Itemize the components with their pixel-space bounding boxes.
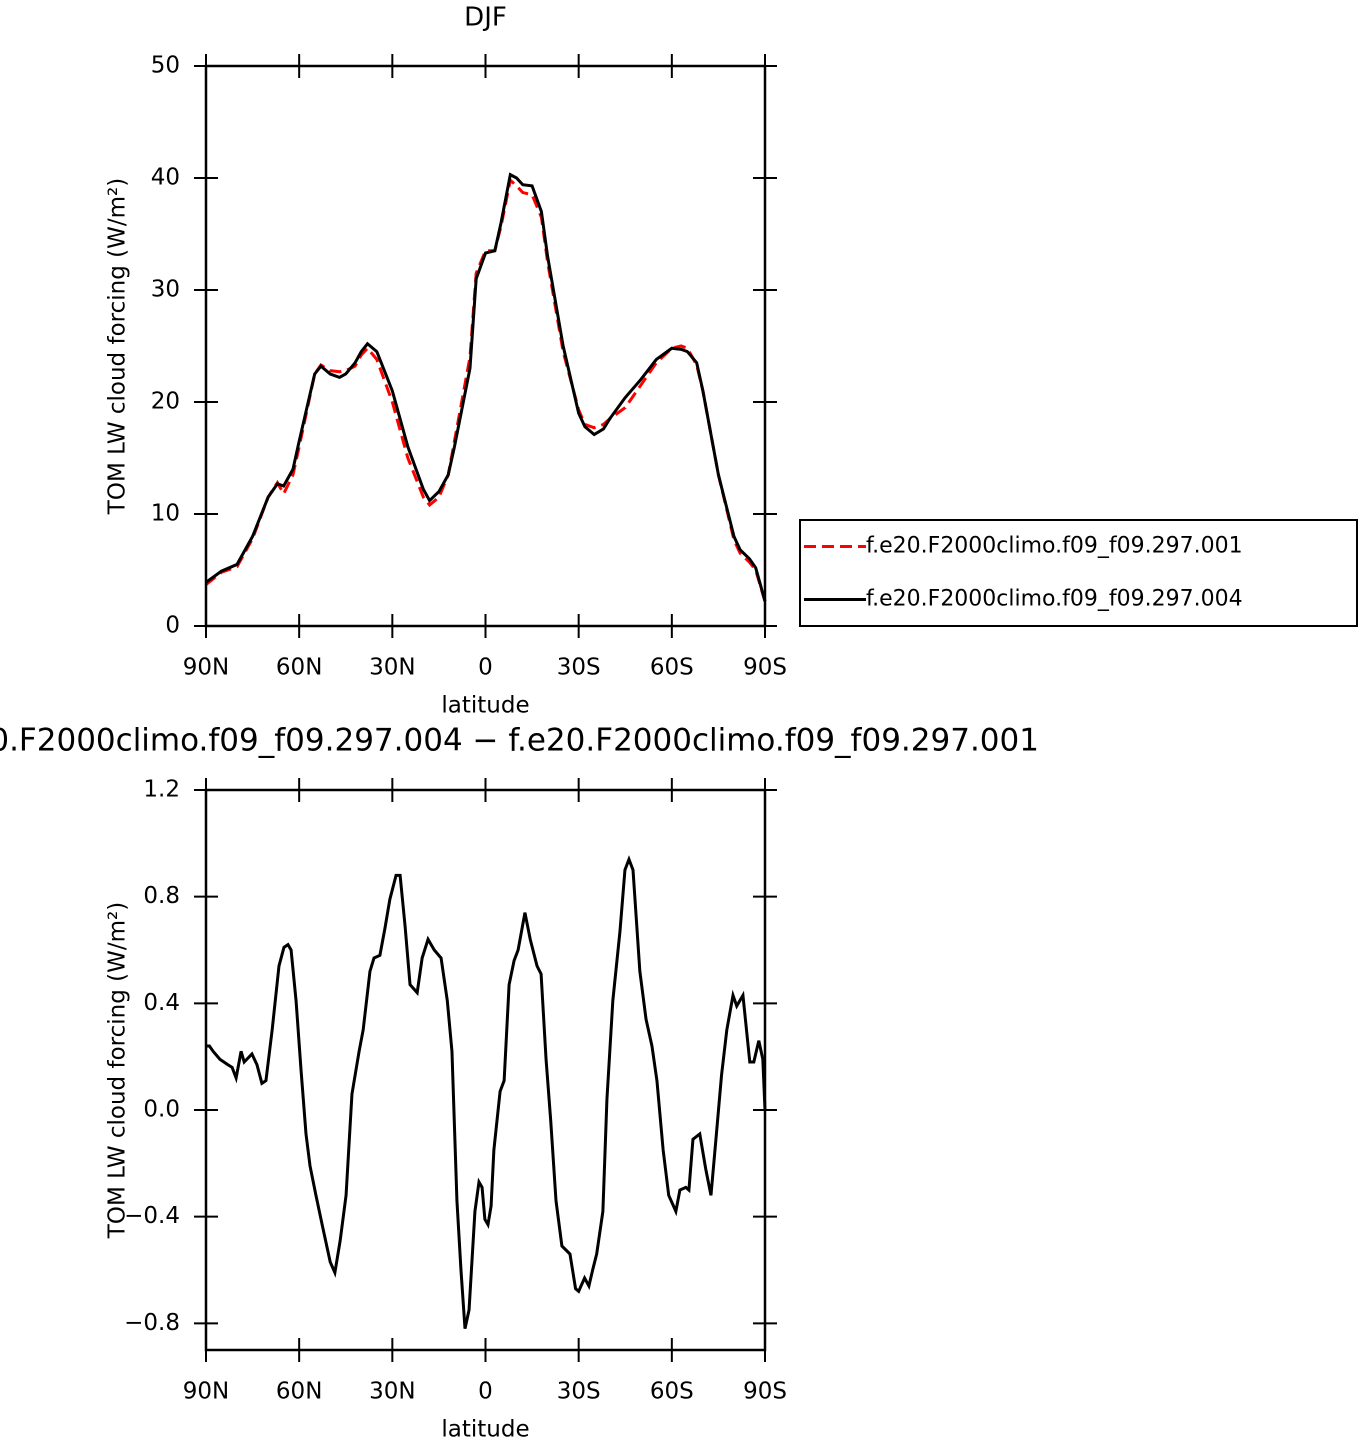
x-tick-label: 0 <box>478 1379 493 1405</box>
y-tick-label: 40 <box>151 165 180 191</box>
x-tick-label: 30S <box>557 655 601 681</box>
y-tick-label: 0 <box>165 613 180 639</box>
y-tick-label: 30 <box>151 277 180 303</box>
x-tick-label: 90N <box>183 655 229 681</box>
chart-title: DJF <box>464 3 507 33</box>
plot-frame <box>204 64 767 628</box>
x-tick-label: 30N <box>369 1379 415 1405</box>
x-tick-label: 60S <box>650 655 694 681</box>
y-tick-label: 10 <box>151 501 180 527</box>
x-tick-label: 90N <box>183 1379 229 1405</box>
plot-frame <box>204 788 767 1352</box>
legend-label: f.e20.F2000climo.f09_f09.297.004 <box>866 587 1243 612</box>
y-tick-label: 1.2 <box>143 777 180 803</box>
x-axis-label: latitude <box>441 1417 529 1443</box>
y-tick-label: −0.8 <box>124 1310 180 1336</box>
y-tick-label: 0.8 <box>143 883 180 909</box>
y-axis-label: TOM LW cloud forcing (W/m²) <box>105 902 131 1239</box>
data-line <box>205 172 767 602</box>
legend-box <box>799 519 1358 627</box>
y-tick-label: 20 <box>151 389 180 415</box>
y-tick-label: 0.0 <box>143 1097 180 1123</box>
legend-label: f.e20.F2000climo.f09_f09.297.001 <box>866 534 1243 559</box>
x-axis-label: latitude <box>441 693 529 719</box>
data-line <box>206 855 767 1329</box>
y-tick-label: −0.4 <box>124 1203 180 1229</box>
y-axis-label: TOM LW cloud forcing (W/m²) <box>105 178 131 515</box>
x-tick-label: 60S <box>650 1379 694 1405</box>
chart-title: f.e20.F2000climo.f09_f09.297.004 − f.e20… <box>0 723 1039 759</box>
x-tick-label: 90S <box>743 655 787 681</box>
data-line <box>205 177 767 602</box>
x-tick-label: 30N <box>369 655 415 681</box>
y-tick-label: 0.4 <box>143 990 180 1016</box>
x-tick-label: 0 <box>478 655 493 681</box>
y-tick-label: 50 <box>151 53 180 79</box>
x-tick-label: 30S <box>557 1379 601 1405</box>
x-tick-label: 60N <box>276 1379 322 1405</box>
x-tick-label: 90S <box>743 1379 787 1405</box>
x-tick-label: 60N <box>276 655 322 681</box>
